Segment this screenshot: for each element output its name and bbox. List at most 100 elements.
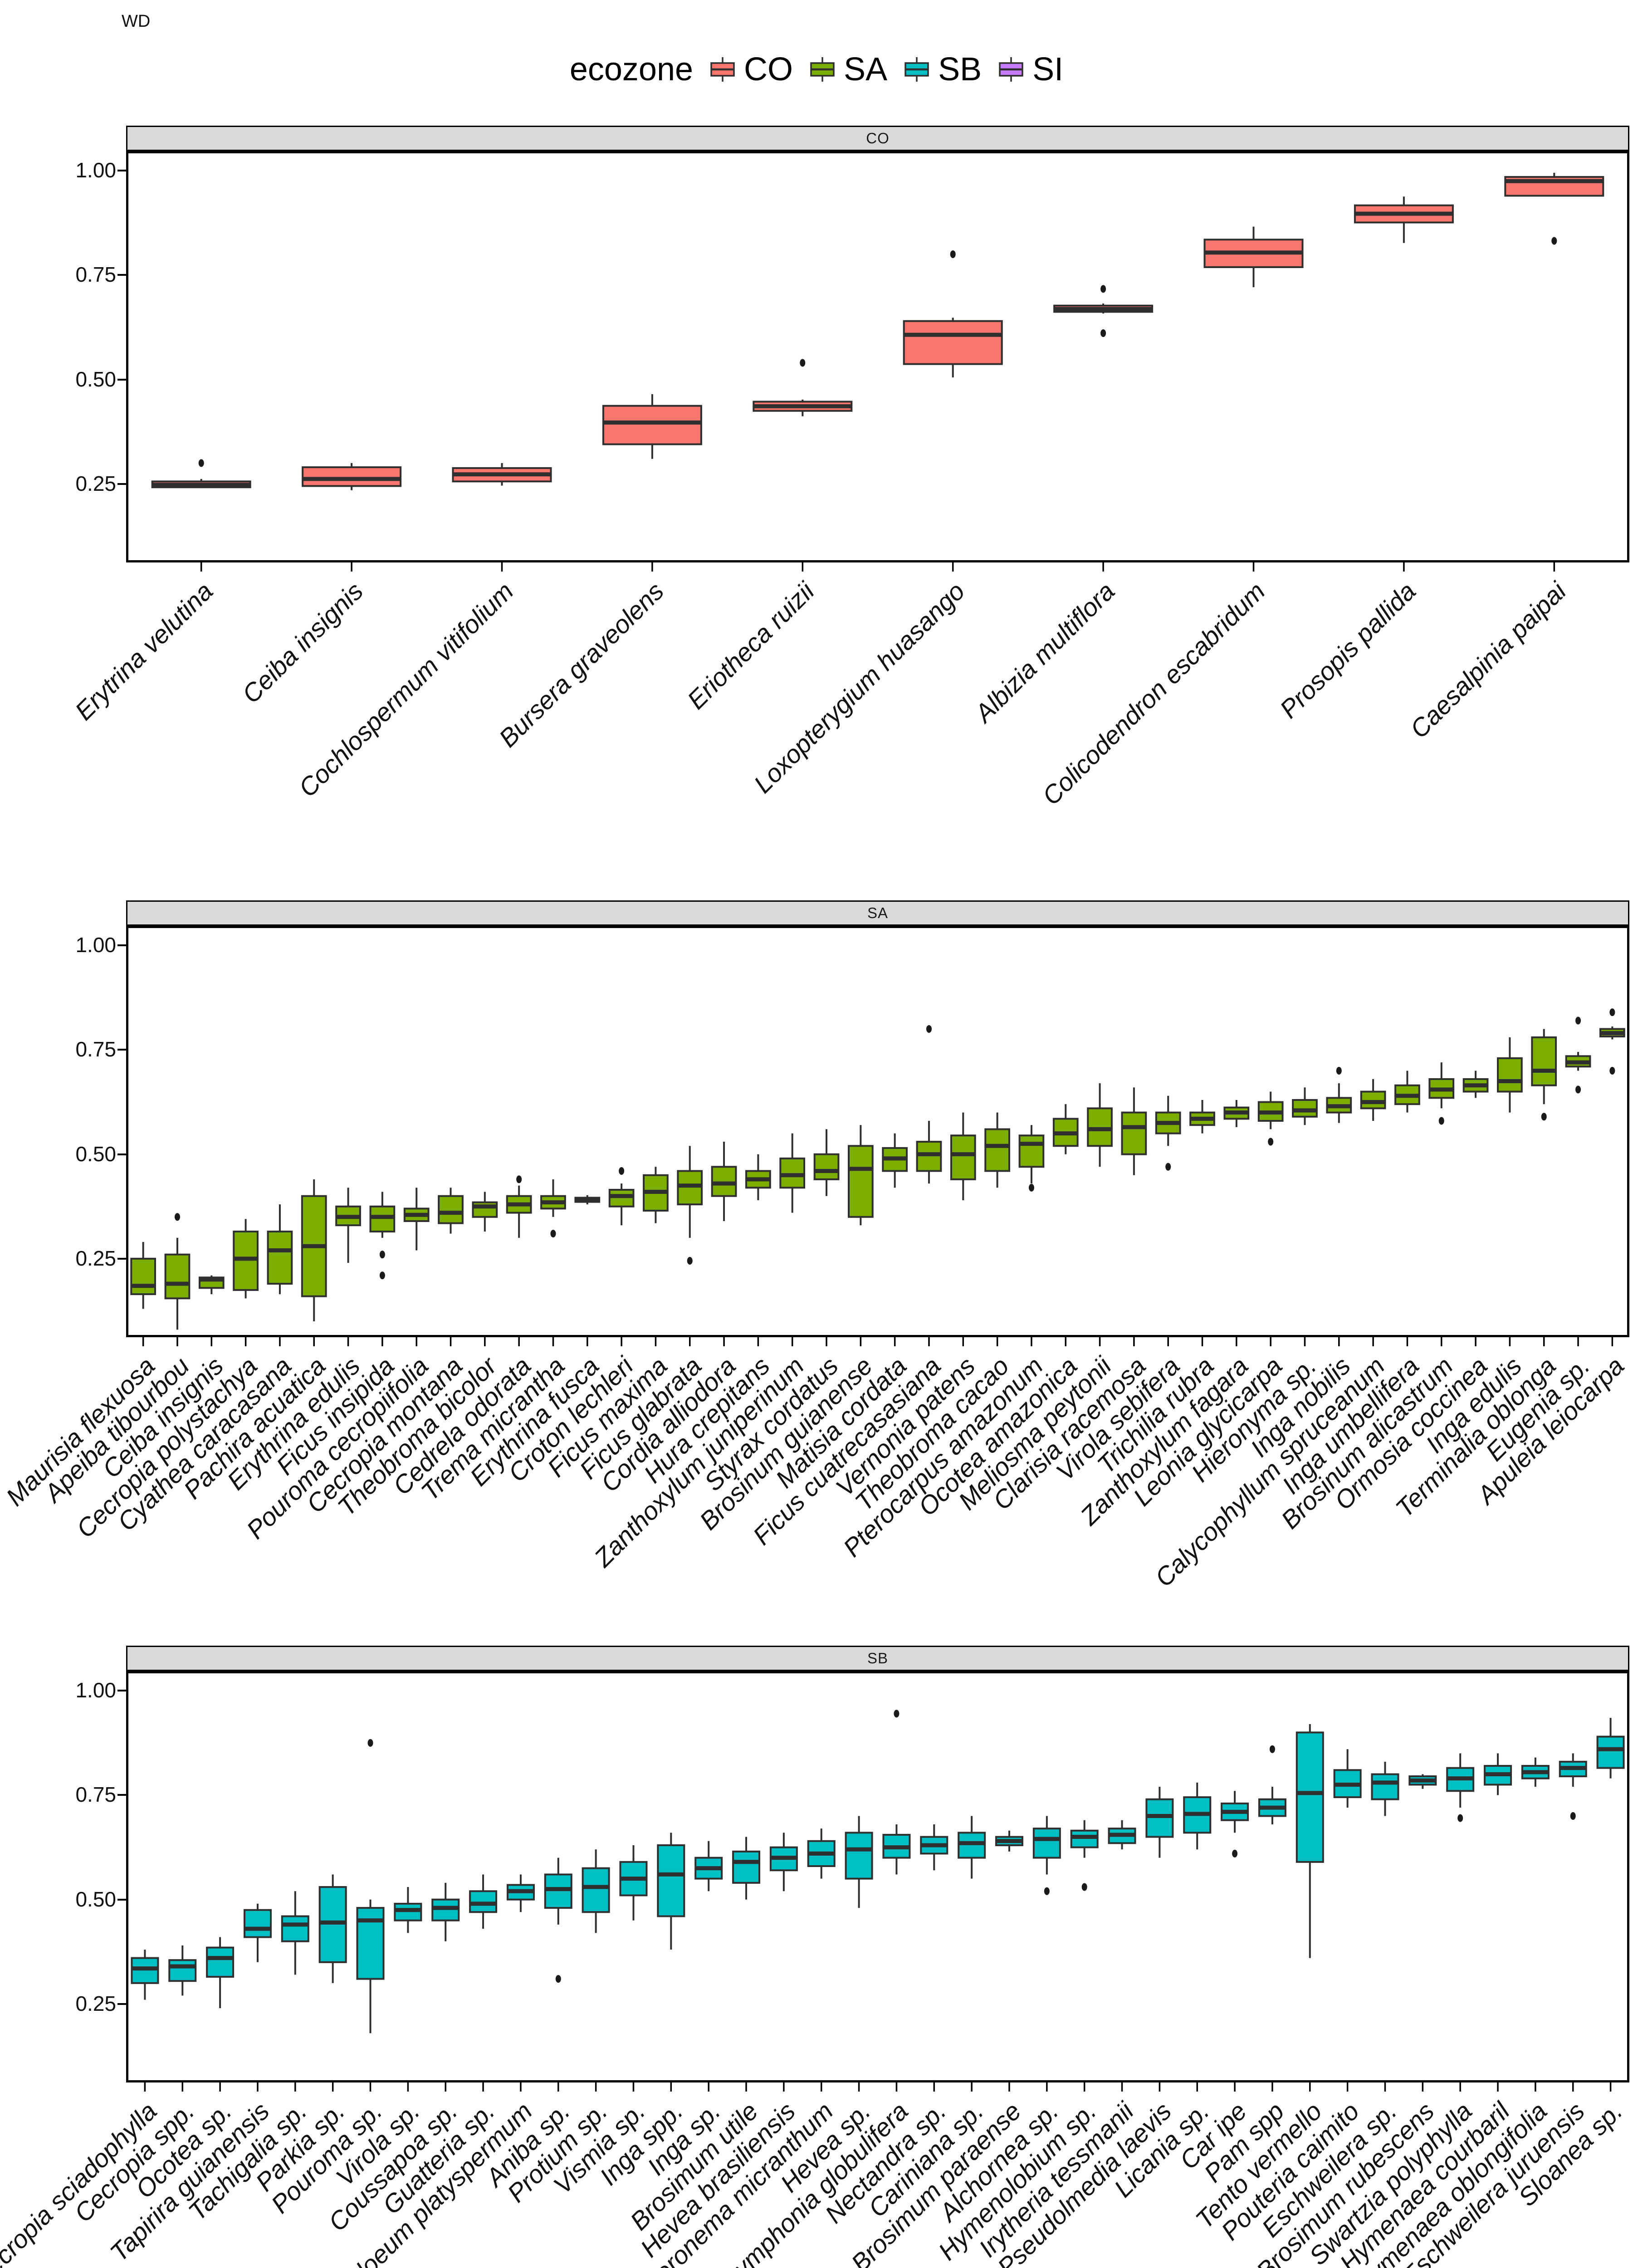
y-tick-label: 0.25 [75,1246,116,1270]
legend-key-boxplot-icon [905,57,929,82]
boxplot-caesalpinia-paipai [1504,172,1604,245]
boxplot-ficus-glabrata [677,1146,703,1265]
boxplot-terminalia-oblonga [1531,1029,1557,1121]
boxplot-osteophloeum-platyspermum [506,1874,535,1912]
boxplot-parkia-sp- [318,1874,347,1983]
boxplot-coussapoa-sp- [431,1882,460,1941]
facet-strip-label: CO [866,130,890,147]
boxplot-colicodendron-escabridum [1203,226,1304,288]
boxplot-vernonia-patens [950,1112,976,1200]
boxplot-virola-sp- [394,1887,422,1933]
legend-item-SI: SI [997,51,1063,88]
boxplot-tapirira-guianensis [243,1903,272,1962]
outlier-point [379,1271,385,1280]
boxplot-eschweilera-juruensis [1559,1753,1587,1820]
outlier-point [555,1975,561,1983]
boxplot-brosinum-alicastrum [1428,1062,1455,1125]
boxplot-cecropia-sciadophylla [131,1950,159,2000]
boxplot-erythrina-edulis [335,1188,361,1263]
boxplot-erytrina-velutina [151,459,251,489]
boxplot-swartzia-polyphylla [1446,1753,1475,1822]
boxplot-vismia-sp- [619,1845,648,1921]
y-tick-label: 0.75 [75,1783,116,1807]
boxplot-hura-crepitans [745,1154,771,1200]
boxplot-styrax-cordatus [813,1129,840,1196]
plot-corner-title: WD [122,12,151,31]
facet-strip-label: SA [867,904,889,921]
facet-strip: SA [126,900,1629,926]
boxplot-prosopis-pallida [1354,196,1454,243]
boxplot-sloanea-sp- [1596,1718,1625,1779]
facet-panel-SB [126,1671,1629,2092]
boxplot-erythrina-fusca [574,1195,601,1205]
boxplot-nectandra-sp- [920,1824,949,1871]
boxplot-ficus-maxima [643,1167,669,1223]
boxplot-hevea-brasiliensis [769,1833,798,1892]
boxplot-inga-nobilis [1326,1067,1352,1123]
panel-border [126,1671,1629,2082]
legend-label: SB [938,51,982,88]
outlier-point [1609,1067,1615,1075]
legend-label: SA [844,51,888,88]
outlier-point [619,1167,625,1175]
outlier-point [1269,1745,1275,1753]
outlier-point [1438,1117,1444,1125]
boxplot-clarisia-racemosa [1121,1087,1147,1175]
boxplot-ceiba-insignis [302,463,402,490]
boxplot-scleronema-micranthum [807,1828,836,1879]
boxplot-ormosia-coccinea [1462,1070,1489,1098]
y-tick-mark [117,483,126,485]
outlier-point [687,1256,693,1265]
outlier-point [1044,1887,1050,1895]
facet-strip: SB [126,1646,1629,1671]
y-tick-label: 0.75 [75,1037,116,1061]
boxplot-pouroma-sp- [356,1739,385,2033]
boxplot-calycophyllum-spruceanum [1360,1079,1386,1121]
outlier-point [1081,1883,1087,1891]
boxplot-brosinum-guianense [847,1125,874,1226]
facet-strip-label: SB [867,1650,889,1667]
boxplot-apeiba-tibourbou [164,1213,191,1330]
outlier-point [367,1739,373,1747]
boxplot-hieronyma-sp- [1292,1087,1318,1125]
boxplot-croton-lechleri [608,1167,635,1226]
boxplot-ceiba-insignis [198,1275,225,1295]
outlier-point [1541,1113,1547,1121]
boxplot-pam-spp [1258,1745,1286,1824]
boxplot-eugenia-sp- [1565,1017,1591,1094]
outlier-point [1457,1814,1463,1822]
outlier-point [174,1213,180,1221]
boxplot-ocotea-amazonica [1052,1104,1079,1154]
boxplot-pseudolmedia-laevis [1145,1787,1174,1858]
outlier-point [950,250,956,258]
outlier-point [1165,1163,1171,1171]
legend-item-SB: SB [903,51,982,88]
boxplot-pterocarpus-amazonum [1018,1125,1045,1192]
y-tick-mark [117,170,126,172]
boxplot-trema-micrantha [540,1179,566,1238]
y-tick-mark [117,1794,126,1796]
boxplot-brosimum-paraense [995,1830,1023,1852]
outlier-point [1609,1008,1615,1017]
boxplot-guatteria-sp- [469,1874,498,1929]
species-label: Eriotheca ruizii [681,577,820,715]
boxplot-cedrela-odorata [506,1175,532,1238]
y-tick-mark [117,1898,126,1901]
y-tick-mark [117,1257,126,1260]
boxplot-brosimum-rubescens [1408,1774,1437,1789]
boxplot-brosimum-utile [732,1837,761,1900]
boxplot-cecropia-spp- [168,1945,197,1996]
outlier-point [1551,237,1557,245]
boxplot-aniba-sp- [544,1857,572,1983]
y-tick-mark [117,944,126,947]
outlier-point [1028,1183,1034,1192]
boxplot-zanthoxylum-fagara [1223,1100,1250,1127]
boxplot-inga-edulis [1497,1037,1523,1113]
boxplot-eriotheca-ruizii [753,359,853,416]
boxplot-cariniana-sp- [958,1816,986,1879]
outlier-point [926,1025,932,1033]
outlier-point [550,1230,556,1238]
boxplot-ficus-insipida [369,1192,396,1280]
y-tick-label: 0.50 [75,1142,116,1166]
boxplot-leonia-glycicarpa [1257,1091,1284,1146]
